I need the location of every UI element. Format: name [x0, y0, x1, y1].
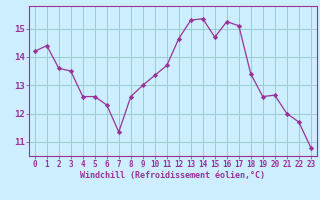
X-axis label: Windchill (Refroidissement éolien,°C): Windchill (Refroidissement éolien,°C): [80, 171, 265, 180]
